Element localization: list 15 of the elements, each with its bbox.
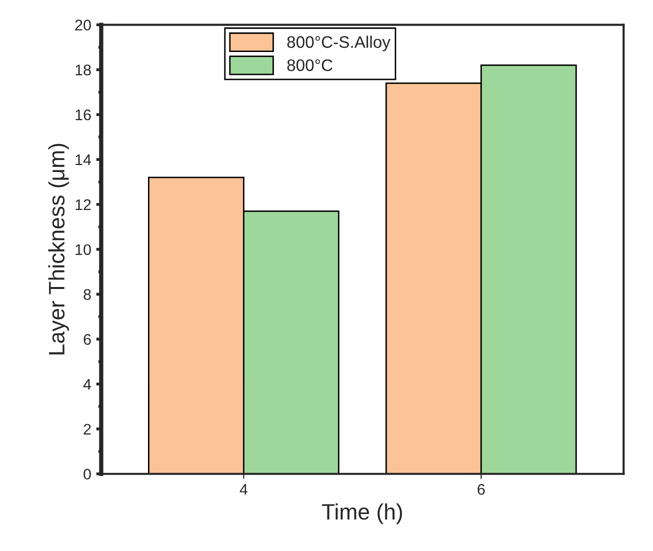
legend-label: 800°C-S.Alloy [287, 36, 390, 52]
y-tick-label: 6 [84, 334, 91, 345]
y-tick-label: 4 [83, 379, 92, 390]
y-tick-label: 20 [75, 20, 91, 30]
y-tick-label: 16 [76, 109, 91, 120]
y-axis-title: Layer Thickness (μm) [48, 144, 69, 354]
y-tick-label: 8 [84, 289, 91, 300]
y-tick-label: 12 [76, 199, 91, 210]
legend-label: 800°C [287, 59, 332, 72]
x-axis-title: Time (h) [322, 503, 402, 524]
y-tick-label: 10 [76, 244, 91, 256]
y-tick-label: 0 [84, 468, 91, 480]
y-tick-label: 14 [76, 154, 92, 166]
y-tick-label: 2 [84, 424, 91, 434]
y-tick-label: 18 [76, 64, 91, 76]
